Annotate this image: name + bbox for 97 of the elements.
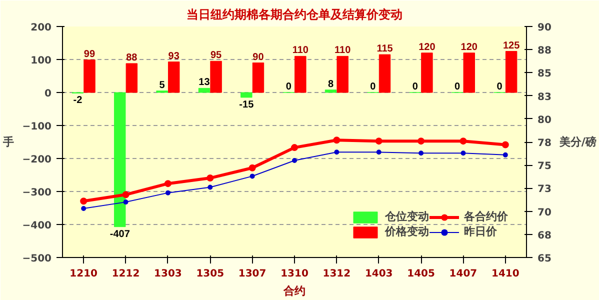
data-label: 110 [292, 45, 309, 56]
y-tick-label: −400 [22, 220, 52, 232]
bar [505, 51, 518, 93]
point [418, 138, 425, 145]
x-tick-label: 1310 [280, 268, 308, 280]
data-label: 0 [370, 82, 376, 92]
bar [324, 90, 337, 93]
data-label: 0 [412, 82, 418, 92]
bar [114, 92, 126, 228]
data-label: 90 [252, 52, 264, 63]
point [292, 158, 297, 163]
data-label: 99 [84, 48, 96, 60]
point [334, 150, 340, 155]
legend-label: 各合约价 [464, 209, 508, 224]
bar [210, 60, 222, 93]
y2-tick-label: 85 [538, 68, 552, 80]
y-tick-label: −200 [22, 154, 52, 166]
point [164, 180, 172, 188]
data-label: 115 [376, 44, 394, 55]
bar [168, 62, 180, 93]
y2-axis-title: 美分/磅 [558, 136, 596, 148]
point [460, 138, 467, 145]
y-tick-label: 200 [30, 22, 52, 34]
bar [198, 88, 210, 93]
legend-label: 仓位变动 [385, 209, 429, 224]
point [208, 184, 213, 190]
x-tick-label: 1307 [238, 268, 266, 280]
x-tick-label: 1212 [112, 268, 140, 280]
x-tick-label: 1405 [407, 268, 436, 280]
y-tick-label: −300 [22, 188, 52, 198]
y2-tick-label: 68 [538, 230, 552, 242]
legend-label: 价格变动 [385, 224, 429, 239]
point [165, 190, 170, 196]
data-label: 120 [460, 42, 478, 53]
data-label: -2 [73, 95, 83, 106]
point [123, 200, 128, 205]
bar [84, 60, 96, 93]
point [248, 164, 256, 172]
y2-tick-label: 83 [538, 92, 552, 103]
y2-tick-label: 65 [538, 254, 552, 264]
data-label: 13 [198, 77, 210, 88]
x-tick-label: 1407 [449, 268, 478, 280]
data-label: 0 [454, 82, 461, 92]
data-label: 110 [334, 45, 352, 56]
x-axis-title: 合约 [282, 284, 306, 298]
x-tick-label: 1305 [196, 268, 224, 280]
bar [240, 92, 252, 98]
bar [336, 56, 348, 93]
bar [252, 62, 264, 93]
bar [294, 56, 306, 93]
data-label: 120 [418, 42, 436, 53]
y2-tick-label: 90 [538, 22, 552, 34]
y-tick-label: 0 [44, 88, 52, 100]
data-label: 5 [159, 80, 166, 91]
bar [463, 52, 475, 93]
x-tick-label: 1410 [491, 268, 520, 280]
legend-label: 昨日价 [464, 224, 497, 239]
y-axis-title: 手 [2, 136, 14, 148]
x-tick-label: 1403 [364, 268, 393, 280]
y-tick-label: −100 [22, 122, 52, 132]
y2-tick-label: 70 [538, 207, 552, 218]
y2-tick-label: 78 [538, 138, 552, 149]
point [333, 136, 340, 144]
point [502, 141, 509, 148]
point [418, 150, 424, 156]
data-label: 0 [286, 82, 292, 92]
chart-title: 当日纽约期棉各期合约仓单及结算价变动 [186, 8, 402, 22]
data-label: 88 [126, 52, 138, 64]
y2-tick-label: 75 [538, 161, 552, 172]
y2-tick-label: 80 [538, 114, 552, 126]
x-tick-label: 1303 [154, 268, 182, 280]
data-label: -15 [239, 99, 254, 110]
x-tick-label: 1210 [70, 268, 98, 280]
bar [378, 54, 391, 93]
point [206, 174, 214, 182]
bar [126, 63, 138, 93]
data-label: 0 [496, 82, 503, 92]
bar [421, 52, 433, 93]
point [460, 150, 466, 156]
point [122, 191, 130, 198]
data-label: 8 [328, 78, 334, 90]
data-label: 125 [502, 40, 520, 52]
y2-tick-label: 88 [538, 46, 552, 57]
data-label: 95 [210, 50, 222, 62]
y-tick-label: 100 [30, 56, 52, 66]
data-label: -407 [110, 228, 130, 240]
point [502, 152, 508, 158]
data-label: 93 [168, 50, 180, 62]
point [250, 174, 255, 179]
y-tick-label: −500 [22, 254, 52, 264]
point [81, 206, 86, 212]
point [375, 138, 382, 145]
y2-tick-label: 73 [538, 184, 552, 196]
point [376, 150, 382, 155]
point [291, 144, 298, 152]
x-tick-label: 1312 [322, 268, 351, 280]
point [80, 198, 88, 205]
